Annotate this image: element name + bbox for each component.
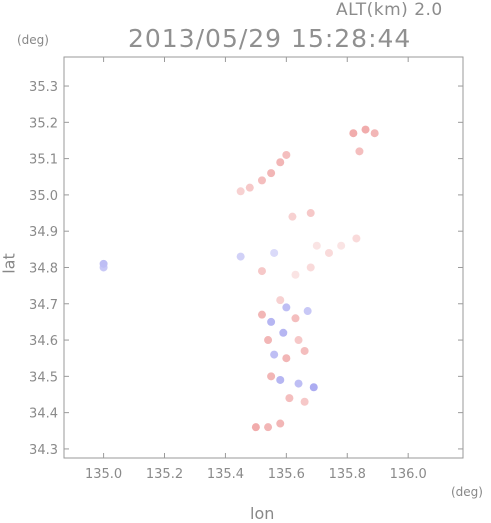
y-tick-label: 34.8 <box>29 261 58 276</box>
radar-echo-point <box>257 267 266 276</box>
radar-echo-point <box>370 129 379 138</box>
radar-echo-point <box>267 372 276 381</box>
radar-echo-point <box>291 314 300 323</box>
radar-echo-point <box>270 350 279 359</box>
x-tick-label: 135.8 <box>329 467 366 482</box>
radar-echo-point <box>324 248 333 257</box>
radar-echo-point <box>267 317 276 326</box>
radar-echo-point <box>294 336 303 345</box>
altitude-label: ALT(km) 2.0 <box>336 0 443 20</box>
radar-echo-point <box>300 397 309 406</box>
radar-echo-point <box>309 383 318 392</box>
x-tick-label: 135.6 <box>268 467 305 482</box>
radar-echo-point <box>257 310 266 319</box>
radar-echo-point <box>294 379 303 388</box>
radar-echo-point <box>267 169 276 178</box>
x-tick-label: 135.4 <box>207 467 244 482</box>
y-tick-label: 34.3 <box>29 443 58 458</box>
radar-echo-point <box>285 394 294 403</box>
radar-echo-point <box>291 270 300 279</box>
y-tick-label: 34.5 <box>29 370 58 385</box>
radar-echo-point <box>276 296 285 305</box>
radar-echo-point <box>349 129 358 138</box>
y-tick-label: 35.1 <box>29 153 58 168</box>
y-tick-label: 34.7 <box>29 298 58 313</box>
y-tick-label: 34.4 <box>29 407 58 422</box>
radar-echo-point <box>300 346 309 355</box>
y-tick-label: 34.9 <box>29 225 58 240</box>
radar-echo-point <box>264 423 273 432</box>
x-tick-label: 135.2 <box>146 467 183 482</box>
y-tick-label: 35.0 <box>29 189 58 204</box>
radar-echo-point <box>312 241 321 250</box>
x-axis-unit: (deg) <box>451 485 483 499</box>
radar-echo-point <box>236 187 245 196</box>
x-axis-label: lon <box>250 504 275 523</box>
radar-echo-point <box>251 423 260 432</box>
radar-echo-point <box>355 147 364 156</box>
radar-echo-point <box>99 263 108 272</box>
radar-echo-point <box>352 234 361 243</box>
x-tick-label: 136.0 <box>390 467 427 482</box>
radar-echo-point <box>282 354 291 363</box>
plot-frame <box>63 56 464 459</box>
radar-echo-point <box>270 248 279 257</box>
radar-echo-point <box>303 307 312 316</box>
y-axis-unit: (deg) <box>17 33 49 47</box>
radar-echo-point <box>245 183 254 192</box>
radar-echo-point <box>306 263 315 272</box>
timestamp-title: 2013/05/29 15:28:44 <box>128 24 412 53</box>
radar-echo-point <box>236 252 245 261</box>
radar-echo-point <box>337 241 346 250</box>
radar-echo-point <box>306 209 315 218</box>
x-tick-label: 135.0 <box>85 467 122 482</box>
radar-echo-point <box>288 212 297 221</box>
y-tick-label: 35.2 <box>29 116 58 131</box>
radar-echo-point <box>276 158 285 167</box>
radar-echo-point <box>282 150 291 159</box>
radar-echo-point <box>279 328 288 337</box>
radar-echo-point <box>257 176 266 185</box>
radar-echo-point <box>282 303 291 312</box>
radar-echo-point <box>276 419 285 428</box>
data-layer <box>99 125 379 432</box>
y-tick-label: 35.3 <box>29 80 58 95</box>
y-tick-label: 34.6 <box>29 334 58 349</box>
tick-layer: 135.0 135.2 135.4 135.6 135.8 136.0 34.3 34.4 34… <box>29 57 463 482</box>
radar-echo-point <box>264 336 273 345</box>
radar-echo-point <box>361 125 370 134</box>
radar-echo-point <box>276 375 285 384</box>
